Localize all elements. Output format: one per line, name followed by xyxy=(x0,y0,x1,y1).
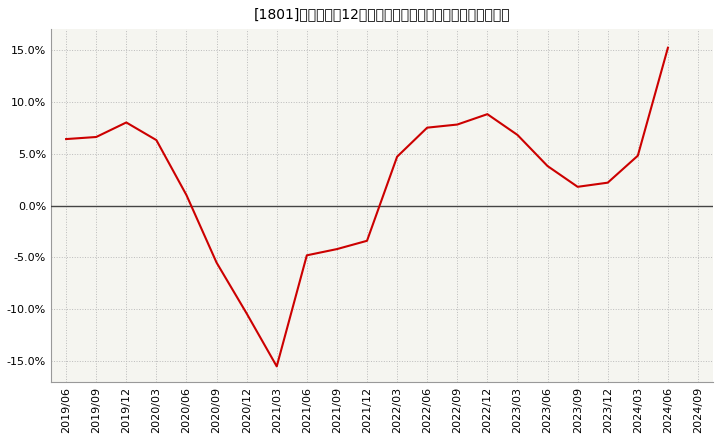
Title: [1801]　売上高の12か月移動合計の対前年同期増減率の推移: [1801] 売上高の12か月移動合計の対前年同期増減率の推移 xyxy=(253,7,510,21)
